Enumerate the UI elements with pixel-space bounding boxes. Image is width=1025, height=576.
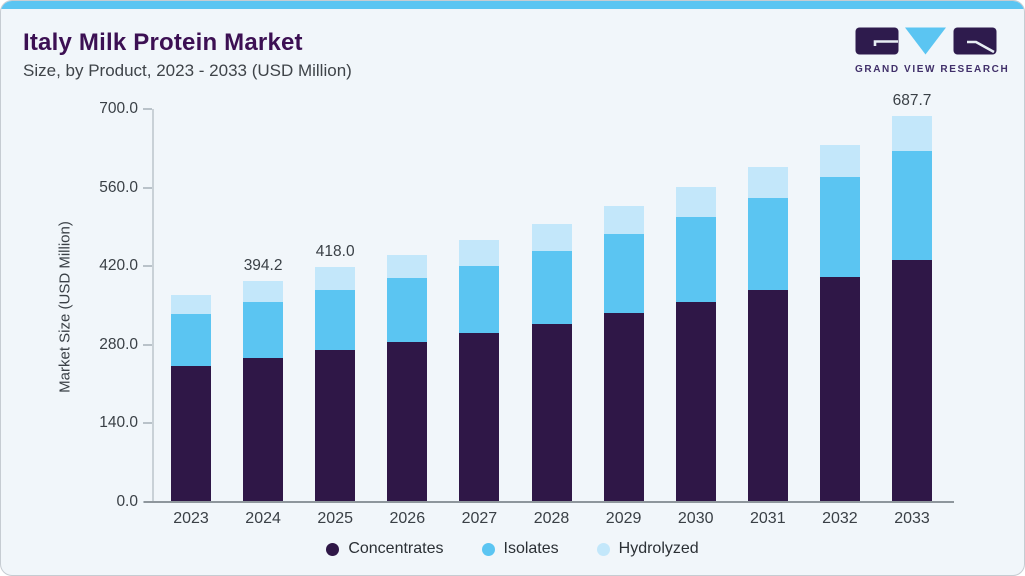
x-tick-label-2027: 2027 — [461, 510, 498, 527]
legend-item-isolates: Isolates — [481, 540, 559, 558]
bar-segment-hydrolyzed-2024 — [243, 280, 284, 303]
bar-segment-hydrolyzed-2023 — [171, 295, 211, 315]
bar-segment-isolates-2025 — [315, 289, 356, 350]
x-tick-label-2025: 2025 — [317, 510, 353, 527]
bar-segment-hydrolyzed-2030 — [675, 186, 716, 218]
bar-segment-concentrates-2024 — [243, 357, 284, 502]
bar-segment-concentrates-2033 — [892, 260, 932, 502]
bar-total-label-2024: 394.2 — [243, 256, 283, 274]
x-tick-label-2030: 2030 — [677, 510, 714, 527]
bar-segment-concentrates-2027 — [459, 332, 500, 502]
legend-item-concentrates: Concentrates — [326, 540, 444, 558]
top-accent-bar — [1, 1, 1024, 9]
bar-segment-concentrates-2029 — [603, 313, 644, 502]
bar-segment-isolates-2028 — [531, 250, 572, 324]
bar-segment-isolates-2023 — [171, 314, 211, 366]
bar-segment-hydrolyzed-2032 — [819, 144, 860, 178]
bar-segment-isolates-2027 — [459, 265, 500, 333]
bar-segment-hydrolyzed-2026 — [387, 254, 428, 279]
y-tick-mark — [143, 186, 152, 189]
page-subtitle: Size, by Product, 2023 - 2033 (USD Milli… — [23, 61, 352, 80]
bar-segment-isolates-2024 — [243, 302, 284, 358]
bar-total-label-2025: 418.0 — [315, 243, 355, 261]
bar-segment-hydrolyzed-2029 — [603, 206, 644, 235]
bar-segment-concentrates-2026 — [387, 342, 428, 502]
x-tick-label-2033: 2033 — [894, 510, 930, 527]
x-tick-label-2028: 2028 — [533, 510, 570, 527]
bar-segment-concentrates-2025 — [315, 349, 356, 502]
y-tick-label: 700.0 — [99, 100, 138, 117]
legend-item-hydrolyzed: Hydrolyzed — [596, 540, 699, 558]
x-tick-label-2023: 2023 — [173, 510, 209, 527]
bar-segment-isolates-2026 — [387, 278, 428, 343]
bar-segment-concentrates-2031 — [747, 290, 788, 502]
gvr-logo-icon — [855, 27, 997, 55]
chart-legend: Concentrates Isolates Hydrolyzed — [1, 540, 1024, 558]
bar-segment-concentrates-2023 — [171, 365, 211, 502]
y-tick-mark — [143, 265, 152, 268]
y-tick-label: 140.0 — [99, 414, 138, 432]
gvr-logo-text: GRAND VIEW RESEARCH — [855, 64, 1010, 75]
bar-segment-isolates-2029 — [603, 234, 644, 314]
legend-label-hydrolyzed: Hydrolyzed — [618, 540, 699, 557]
x-axis-line — [144, 501, 954, 503]
bar-segment-concentrates-2030 — [675, 302, 716, 502]
legend-dot-isolates — [481, 542, 495, 556]
bar-segment-isolates-2031 — [747, 198, 788, 291]
bar-segment-concentrates-2032 — [819, 276, 860, 502]
x-tick-label-2029: 2029 — [605, 510, 642, 527]
y-tick-label: 420.0 — [99, 257, 138, 275]
y-tick-mark — [143, 108, 152, 110]
bar-segment-isolates-2032 — [819, 177, 860, 277]
y-tick-mark — [143, 343, 152, 346]
bar-segment-isolates-2033 — [892, 151, 932, 261]
legend-label-concentrates: Concentrates — [348, 540, 444, 557]
bar-segment-hydrolyzed-2025 — [315, 267, 356, 290]
x-tick-label-2032: 2032 — [822, 510, 858, 527]
y-tick-label: 560.0 — [99, 178, 138, 196]
page-title: Italy Milk Protein Market — [23, 29, 303, 56]
x-tick-label-2024: 2024 — [245, 510, 281, 527]
bar-segment-hydrolyzed-2031 — [747, 166, 788, 199]
bar-segment-hydrolyzed-2027 — [459, 240, 500, 266]
y-tick-label: 0.0 — [116, 493, 138, 510]
x-tick-label-2026: 2026 — [389, 510, 426, 527]
bar-segment-hydrolyzed-2033 — [892, 115, 932, 152]
bar-segment-hydrolyzed-2028 — [531, 224, 572, 251]
x-tick-label-2031: 2031 — [750, 510, 786, 527]
legend-label-isolates: Isolates — [503, 540, 559, 557]
bar-segment-concentrates-2028 — [531, 323, 572, 502]
gvr-logo: GRAND VIEW RESEARCH — [855, 27, 1010, 75]
legend-dot-concentrates — [326, 542, 340, 556]
legend-dot-hydrolyzed — [596, 542, 610, 556]
y-tick-mark — [143, 422, 152, 425]
bar-total-label-2033: 687.7 — [892, 91, 932, 109]
y-tick-label: 280.0 — [99, 335, 138, 353]
y-axis-line — [152, 109, 154, 502]
bar-segment-isolates-2030 — [675, 217, 716, 302]
